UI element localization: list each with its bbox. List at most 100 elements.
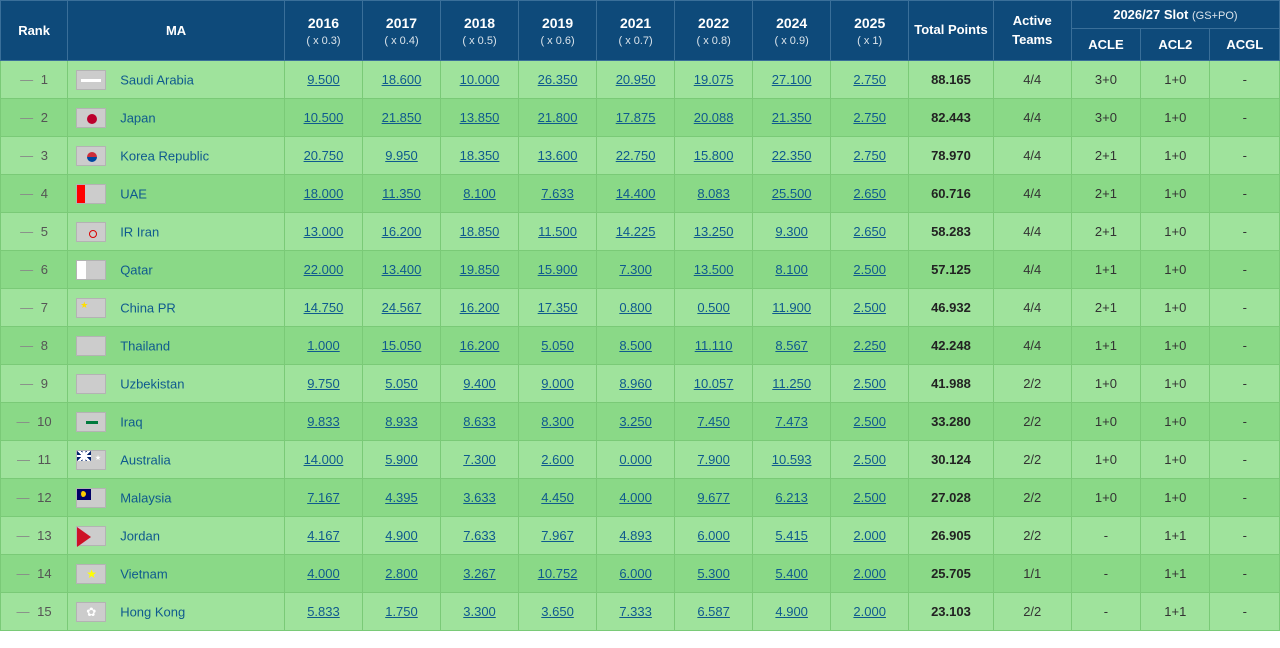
col-year-2017[interactable]: 2017( x 0.4): [362, 1, 440, 61]
year-value-link[interactable]: 5.400: [775, 566, 808, 581]
year-value-link[interactable]: 11.250: [772, 376, 811, 391]
year-value-link[interactable]: 4.395: [385, 490, 418, 505]
year-value-link[interactable]: 2.600: [541, 452, 574, 467]
ma-cell[interactable]: Thailand: [68, 327, 285, 365]
year-value-link[interactable]: 9.300: [775, 224, 808, 239]
year-value-link[interactable]: 7.167: [307, 490, 340, 505]
year-value-link[interactable]: 2.650: [853, 224, 886, 239]
year-value-link[interactable]: 19.850: [460, 262, 500, 277]
year-value-link[interactable]: 1.750: [385, 604, 418, 619]
year-value-link[interactable]: 10.752: [538, 566, 578, 581]
col-year-2019[interactable]: 2019( x 0.6): [519, 1, 597, 61]
year-value-link[interactable]: 20.950: [616, 72, 656, 87]
year-value-link[interactable]: 26.350: [538, 72, 578, 87]
year-value-link[interactable]: 27.100: [772, 72, 812, 87]
year-value-link[interactable]: 15.050: [382, 338, 422, 353]
year-value-link[interactable]: 2.500: [853, 490, 886, 505]
year-value-link[interactable]: 4.450: [541, 490, 574, 505]
year-value-link[interactable]: 5.833: [307, 604, 340, 619]
year-value-link[interactable]: 7.473: [775, 414, 808, 429]
col-year-2024[interactable]: 2024( x 0.9): [753, 1, 831, 61]
year-value-link[interactable]: 13.000: [304, 224, 344, 239]
col-total[interactable]: Total Points: [909, 1, 994, 61]
year-value-link[interactable]: 7.450: [697, 414, 730, 429]
year-value-link[interactable]: 16.200: [460, 300, 500, 315]
year-value-link[interactable]: 25.500: [772, 186, 812, 201]
year-value-link[interactable]: 14.400: [616, 186, 656, 201]
ma-cell[interactable]: Vietnam: [68, 555, 285, 593]
col-slot-acgl[interactable]: ACGL: [1210, 29, 1280, 61]
year-value-link[interactable]: 0.500: [697, 300, 730, 315]
year-value-link[interactable]: 2.750: [853, 110, 886, 125]
year-value-link[interactable]: 5.300: [697, 566, 730, 581]
year-value-link[interactable]: 2.800: [385, 566, 418, 581]
year-value-link[interactable]: 1.000: [307, 338, 340, 353]
year-value-link[interactable]: 8.300: [541, 414, 574, 429]
year-value-link[interactable]: 7.333: [619, 604, 652, 619]
year-value-link[interactable]: 5.415: [775, 528, 808, 543]
year-value-link[interactable]: 2.500: [853, 452, 886, 467]
year-value-link[interactable]: 4.900: [385, 528, 418, 543]
year-value-link[interactable]: 21.800: [538, 110, 578, 125]
year-value-link[interactable]: 11.350: [382, 186, 421, 201]
ma-cell[interactable]: IR Iran: [68, 213, 285, 251]
ma-cell[interactable]: Saudi Arabia: [68, 61, 285, 99]
year-value-link[interactable]: 22.750: [616, 148, 656, 163]
year-value-link[interactable]: 6.000: [619, 566, 652, 581]
year-value-link[interactable]: 8.933: [385, 414, 418, 429]
year-value-link[interactable]: 11.900: [772, 300, 811, 315]
year-value-link[interactable]: 6.587: [697, 604, 730, 619]
year-value-link[interactable]: 2.000: [853, 528, 886, 543]
year-value-link[interactable]: 18.600: [382, 72, 422, 87]
year-value-link[interactable]: 2.500: [853, 262, 886, 277]
year-value-link[interactable]: 13.500: [694, 262, 734, 277]
ma-cell[interactable]: Japan: [68, 99, 285, 137]
year-value-link[interactable]: 13.600: [538, 148, 578, 163]
year-value-link[interactable]: 20.088: [694, 110, 734, 125]
ma-cell[interactable]: Hong Kong: [68, 593, 285, 631]
year-value-link[interactable]: 16.200: [460, 338, 500, 353]
year-value-link[interactable]: 14.000: [304, 452, 344, 467]
year-value-link[interactable]: 18.000: [304, 186, 344, 201]
year-value-link[interactable]: 15.800: [694, 148, 734, 163]
year-value-link[interactable]: 8.633: [463, 414, 496, 429]
year-value-link[interactable]: 14.750: [304, 300, 344, 315]
year-value-link[interactable]: 20.750: [304, 148, 344, 163]
year-value-link[interactable]: 5.050: [385, 376, 418, 391]
year-value-link[interactable]: 4.900: [775, 604, 808, 619]
year-value-link[interactable]: 0.800: [619, 300, 652, 315]
year-value-link[interactable]: 21.850: [382, 110, 422, 125]
year-value-link[interactable]: 9.000: [541, 376, 574, 391]
year-value-link[interactable]: 8.960: [619, 376, 652, 391]
year-value-link[interactable]: 10.057: [694, 376, 734, 391]
year-value-link[interactable]: 8.083: [697, 186, 730, 201]
year-value-link[interactable]: 7.633: [463, 528, 496, 543]
year-value-link[interactable]: 9.833: [307, 414, 340, 429]
year-value-link[interactable]: 2.500: [853, 414, 886, 429]
year-value-link[interactable]: 8.500: [619, 338, 652, 353]
year-value-link[interactable]: 4.893: [619, 528, 652, 543]
col-slot-acle[interactable]: ACLE: [1071, 29, 1140, 61]
year-value-link[interactable]: 14.225: [616, 224, 656, 239]
year-value-link[interactable]: 2.650: [853, 186, 886, 201]
year-value-link[interactable]: 9.750: [307, 376, 340, 391]
year-value-link[interactable]: 18.850: [460, 224, 500, 239]
year-value-link[interactable]: 7.300: [463, 452, 496, 467]
year-value-link[interactable]: 13.250: [694, 224, 734, 239]
year-value-link[interactable]: 3.250: [619, 414, 652, 429]
col-year-2025[interactable]: 2025( x 1): [831, 1, 909, 61]
year-value-link[interactable]: 7.300: [619, 262, 652, 277]
year-value-link[interactable]: 8.100: [775, 262, 808, 277]
year-value-link[interactable]: 11.110: [695, 338, 733, 353]
year-value-link[interactable]: 2.000: [853, 566, 886, 581]
year-value-link[interactable]: 13.400: [382, 262, 422, 277]
ma-cell[interactable]: UAE: [68, 175, 285, 213]
year-value-link[interactable]: 5.900: [385, 452, 418, 467]
year-value-link[interactable]: 24.567: [382, 300, 422, 315]
year-value-link[interactable]: 3.300: [463, 604, 496, 619]
year-value-link[interactable]: 22.000: [304, 262, 344, 277]
year-value-link[interactable]: 17.875: [616, 110, 656, 125]
ma-cell[interactable]: Jordan: [68, 517, 285, 555]
ma-cell[interactable]: Iraq: [68, 403, 285, 441]
year-value-link[interactable]: 6.000: [697, 528, 730, 543]
